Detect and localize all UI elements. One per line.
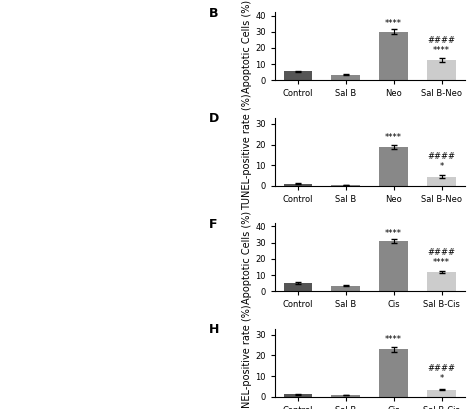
Bar <box>331 185 360 186</box>
Bar <box>331 75 360 80</box>
Text: ****: **** <box>385 335 402 344</box>
Bar <box>427 177 456 186</box>
Bar <box>379 241 408 291</box>
Bar <box>331 285 360 291</box>
Bar <box>283 184 312 186</box>
Text: ####
****: #### **** <box>428 247 456 267</box>
Text: F: F <box>209 218 217 231</box>
Y-axis label: Apoptotic Cells (%): Apoptotic Cells (%) <box>243 211 253 304</box>
Bar <box>283 72 312 80</box>
Bar <box>379 349 408 397</box>
Bar <box>427 272 456 291</box>
Bar <box>427 389 456 397</box>
Text: D: D <box>209 112 219 125</box>
Text: ****: **** <box>385 133 402 142</box>
Bar <box>427 60 456 80</box>
Text: ****: **** <box>385 20 402 29</box>
Text: H: H <box>209 323 219 336</box>
Y-axis label: Apoptotic Cells (%): Apoptotic Cells (%) <box>243 0 253 93</box>
Text: ####
*: #### * <box>428 152 456 171</box>
Text: ####
****: #### **** <box>428 36 456 55</box>
Bar <box>283 394 312 397</box>
Bar <box>283 283 312 291</box>
Text: B: B <box>209 7 218 20</box>
Y-axis label: TUNEL-positive rate (%): TUNEL-positive rate (%) <box>243 93 253 210</box>
Y-axis label: TUNEL-positive rate (%): TUNEL-positive rate (%) <box>243 304 253 409</box>
Text: ****: **** <box>385 229 402 238</box>
Bar <box>331 395 360 397</box>
Bar <box>379 32 408 80</box>
Text: ####
*: #### * <box>428 364 456 383</box>
Bar <box>379 146 408 186</box>
